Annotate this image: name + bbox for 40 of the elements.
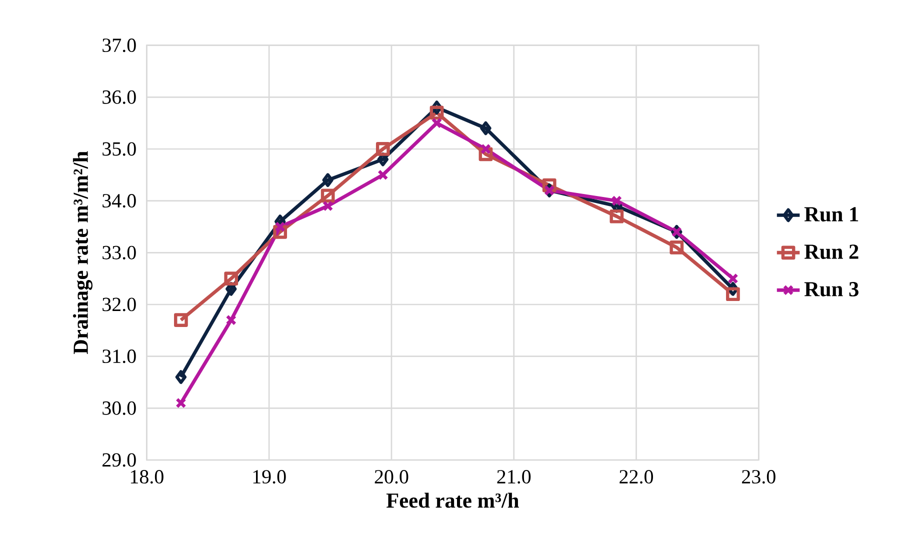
x-tick-label: 22.0	[620, 470, 654, 484]
legend-label: Run 1	[804, 207, 858, 222]
y-tick-label: 34.0	[102, 194, 136, 208]
y-tick-label: 33.0	[102, 246, 136, 260]
point	[274, 221, 286, 232]
point	[611, 195, 622, 206]
y-tick-label: 31.0	[102, 350, 136, 364]
legend-label: Run 3	[804, 282, 858, 296]
y-tick-label: 32.0	[102, 298, 136, 312]
x-axis-title: Feed rate m³/h	[386, 492, 519, 508]
point	[480, 144, 492, 154]
point	[430, 106, 444, 120]
point	[376, 142, 390, 156]
point	[320, 188, 335, 203]
point	[175, 370, 187, 384]
point	[176, 398, 186, 408]
point	[610, 209, 624, 224]
point	[431, 118, 442, 128]
point	[226, 314, 237, 326]
legend-label: Run 2	[804, 244, 858, 259]
point	[174, 313, 188, 327]
y-tick-label: 35.0	[102, 142, 136, 156]
point	[726, 287, 740, 302]
point	[322, 200, 334, 212]
point	[480, 121, 492, 136]
y-tick-label: 36.0	[102, 90, 136, 104]
x-tick-label: 20.0	[374, 470, 408, 484]
point	[670, 240, 684, 254]
x-tick-label: 21.0	[497, 470, 531, 484]
x-tick-label: 19.0	[253, 470, 286, 484]
point	[322, 173, 334, 188]
y-tick-label: 37.0	[102, 38, 136, 52]
point	[728, 273, 738, 284]
y-tick-label: 29.0	[102, 453, 136, 467]
point	[378, 170, 388, 180]
y-axis-title: Drainage rate m³/m²/h	[72, 151, 92, 354]
point	[224, 272, 238, 286]
y-tick-label: 30.0	[102, 401, 136, 415]
x-tick-label: 18.0	[130, 470, 164, 484]
x-tick-label: 23.0	[742, 470, 776, 484]
